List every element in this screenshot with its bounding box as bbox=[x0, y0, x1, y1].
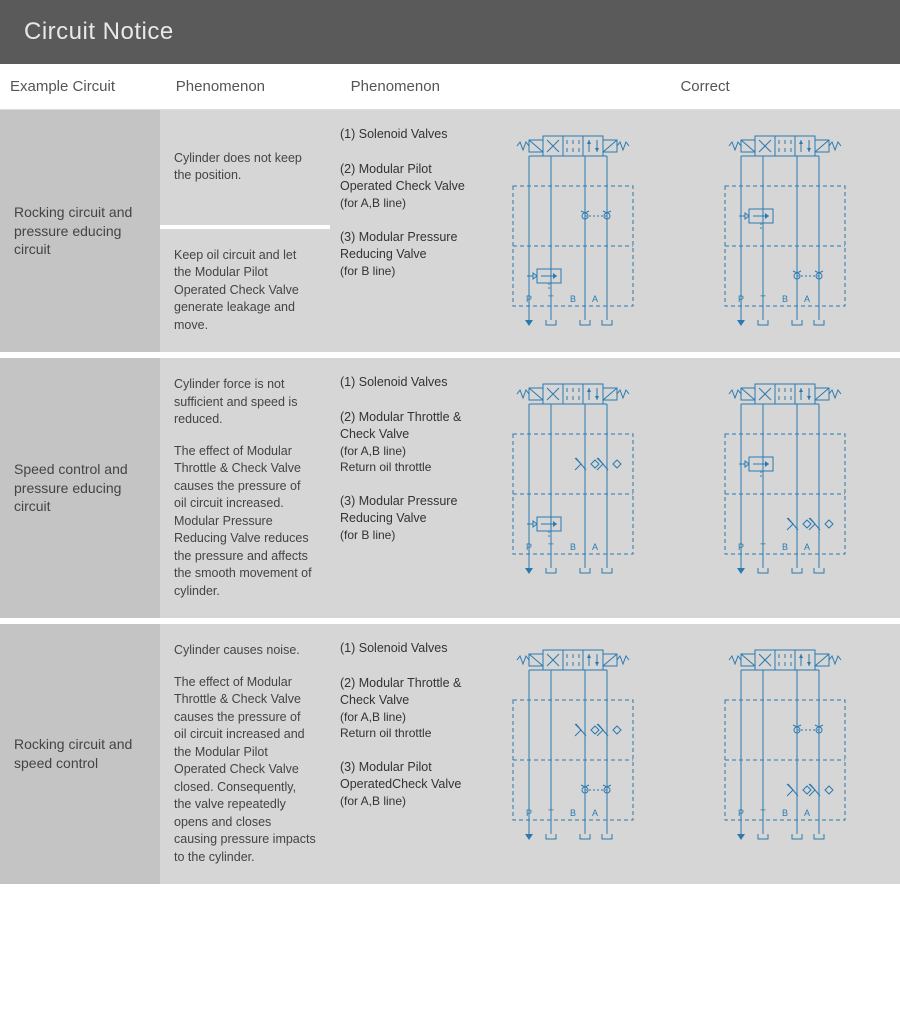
header-col1: Example Circuit bbox=[0, 64, 166, 109]
header-col3: Phenomenon bbox=[341, 64, 671, 109]
components-and-diagram: (1) Solenoid Valves (2) Modular Pilot Ope… bbox=[330, 110, 670, 352]
circuit-diagram: PTBA bbox=[493, 640, 653, 850]
component-item: (2) Modular Pilot Operated Check Valve(f… bbox=[340, 161, 485, 211]
phenomenon-text-a: Cylinder does not keep the position. bbox=[160, 110, 330, 229]
table-row: Speed control and pressure educing circu… bbox=[0, 358, 900, 624]
diagram-correct: PTBA bbox=[670, 624, 900, 884]
svg-text:T: T bbox=[548, 542, 554, 552]
svg-text:B: B bbox=[570, 294, 576, 304]
diagram-wrong: PTBA bbox=[485, 374, 660, 602]
header-col2: Phenomenon bbox=[166, 64, 341, 109]
component-item: (3) Modular Pressure Reducing Valve(for … bbox=[340, 493, 485, 543]
diagram-wrong: PTBA bbox=[485, 126, 660, 336]
circuit-diagram: PTBA bbox=[493, 126, 653, 336]
component-item: (2) Modular Throttle & Check Valve(for A… bbox=[340, 675, 485, 741]
svg-text:A: A bbox=[592, 294, 598, 304]
component-item: (1) Solenoid Valves bbox=[340, 374, 485, 391]
circuit-diagram: PTBA bbox=[705, 126, 865, 336]
svg-text:P: P bbox=[738, 294, 744, 304]
components-and-diagram: (1) Solenoid Valves (2) Modular Throttle … bbox=[330, 358, 670, 618]
phenomenon-text-b: Keep oil circuit and let the Modular Pil… bbox=[160, 229, 330, 353]
component-list: (1) Solenoid Valves (2) Modular Pilot Ope… bbox=[340, 126, 485, 336]
svg-text:A: A bbox=[804, 542, 810, 552]
component-item: (3) Modular Pilot OperatedCheck Valve(fo… bbox=[340, 759, 485, 809]
circuit-name: Rocking circuit and pressure educing cir… bbox=[0, 110, 160, 352]
component-item: (2) Modular Throttle & Check Valve(for A… bbox=[340, 409, 485, 475]
component-list: (1) Solenoid Valves (2) Modular Throttle … bbox=[340, 374, 485, 602]
phenomenon-text: Cylinder causes noise.The effect of Modu… bbox=[160, 624, 330, 884]
diagram-wrong: PTBA bbox=[485, 640, 660, 868]
svg-text:A: A bbox=[592, 808, 598, 818]
svg-text:T: T bbox=[548, 294, 554, 304]
header-col4: Correct bbox=[670, 64, 900, 109]
svg-text:P: P bbox=[738, 542, 744, 552]
components-and-diagram: (1) Solenoid Valves (2) Modular Throttle … bbox=[330, 624, 670, 884]
circuit-diagram: PTBA bbox=[493, 374, 653, 584]
svg-text:P: P bbox=[526, 808, 532, 818]
component-item: (1) Solenoid Valves bbox=[340, 640, 485, 657]
svg-text:B: B bbox=[570, 542, 576, 552]
svg-text:P: P bbox=[526, 542, 532, 552]
svg-text:T: T bbox=[760, 294, 766, 304]
page-title: Circuit Notice bbox=[0, 0, 900, 64]
svg-text:B: B bbox=[782, 294, 788, 304]
svg-text:A: A bbox=[592, 542, 598, 552]
circuit-name: Speed control and pressure educing circu… bbox=[0, 358, 160, 618]
diagram-correct: PTBA bbox=[670, 110, 900, 352]
svg-text:B: B bbox=[570, 808, 576, 818]
component-list: (1) Solenoid Valves (2) Modular Throttle … bbox=[340, 640, 485, 868]
svg-text:T: T bbox=[548, 808, 554, 818]
svg-text:P: P bbox=[526, 294, 532, 304]
diagram-correct: PTBA bbox=[670, 358, 900, 618]
table-header: Example Circuit Phenomenon Phenomenon Co… bbox=[0, 64, 900, 110]
svg-text:T: T bbox=[760, 808, 766, 818]
svg-text:T: T bbox=[760, 542, 766, 552]
circuit-diagram: PTBA bbox=[705, 640, 865, 850]
component-item: (1) Solenoid Valves bbox=[340, 126, 485, 143]
table-row: Rocking circuit and pressure educing cir… bbox=[0, 110, 900, 358]
svg-text:B: B bbox=[782, 542, 788, 552]
phenomenon-text: Cylinder force is not sufficient and spe… bbox=[160, 358, 330, 618]
svg-text:B: B bbox=[782, 808, 788, 818]
circuit-diagram: PTBA bbox=[705, 374, 865, 584]
table-row: Rocking circuit and speed controlCylinde… bbox=[0, 624, 900, 890]
svg-text:A: A bbox=[804, 808, 810, 818]
circuit-name: Rocking circuit and speed control bbox=[0, 624, 160, 884]
svg-text:P: P bbox=[738, 808, 744, 818]
component-item: (3) Modular Pressure Reducing Valve(for … bbox=[340, 229, 485, 279]
svg-text:A: A bbox=[804, 294, 810, 304]
